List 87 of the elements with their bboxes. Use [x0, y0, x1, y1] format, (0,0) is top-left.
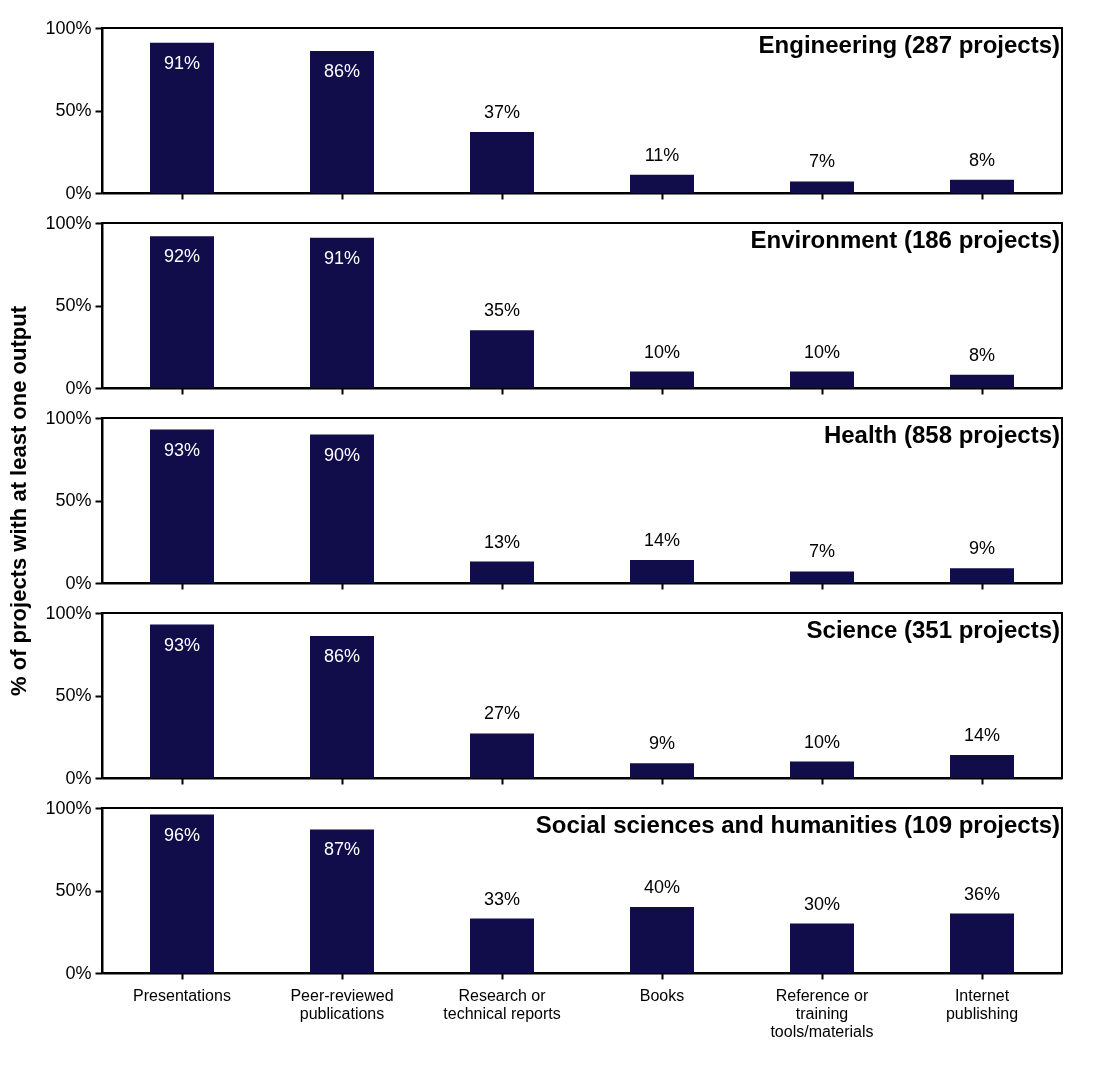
x-tick-label: Research or technical reports	[443, 986, 561, 1022]
y-tick-label: 50%	[55, 685, 92, 705]
bar	[790, 761, 854, 778]
y-tick-label: 50%	[55, 295, 92, 315]
data-label: 92%	[163, 246, 201, 267]
data-label: 10%	[803, 731, 841, 752]
data-label: 14%	[643, 529, 681, 550]
y-axis-title: % of projects with at least one output	[6, 305, 32, 696]
bar	[630, 174, 694, 193]
y-tick-label: 0%	[65, 767, 92, 788]
data-label: 96%	[163, 824, 201, 845]
data-label: 10%	[803, 341, 841, 362]
data-label: 86%	[323, 61, 361, 82]
data-label: 8%	[968, 149, 996, 170]
y-tick-label: 100%	[45, 17, 92, 38]
data-label: 35%	[483, 300, 521, 321]
y-tick-label: 0%	[65, 572, 92, 593]
y-tick-label: 100%	[45, 797, 92, 818]
data-label: 86%	[323, 646, 361, 667]
bar	[630, 907, 694, 973]
chart-title: Social sciences and humanities (109 projects)	[535, 811, 1060, 838]
bar	[790, 571, 854, 583]
bar	[950, 179, 1014, 193]
bar	[630, 371, 694, 388]
x-tick-label: Books	[639, 986, 685, 1004]
chart-title: Science (351 projects)	[806, 616, 1060, 643]
data-label: 90%	[323, 444, 361, 465]
bar	[470, 131, 534, 193]
y-tick-label: 100%	[45, 602, 92, 623]
bar	[310, 51, 374, 193]
data-label: 13%	[483, 531, 521, 552]
data-label: 9%	[968, 538, 996, 559]
data-label: 91%	[323, 247, 361, 268]
bar	[950, 913, 1014, 973]
chart-title: Engineering (287 projects)	[758, 31, 1060, 58]
data-label: 93%	[163, 439, 201, 460]
bar	[950, 754, 1014, 778]
y-tick-label: 50%	[55, 100, 92, 120]
bar	[790, 923, 854, 973]
chart-title: Environment (186 projects)	[750, 226, 1060, 253]
data-label: 91%	[163, 52, 201, 73]
bar	[470, 561, 534, 583]
bar	[790, 181, 854, 193]
data-label: 9%	[648, 733, 676, 754]
x-tick-label: Reference or training tools/materials	[770, 986, 874, 1040]
x-tick-label: Internet publishing	[945, 986, 1019, 1022]
data-label: 7%	[808, 541, 836, 562]
bar	[310, 434, 374, 583]
y-tick-label: 0%	[65, 962, 92, 983]
bar	[310, 829, 374, 973]
bar	[150, 624, 214, 778]
bar	[150, 429, 214, 583]
bar	[150, 236, 214, 388]
y-tick-label: 0%	[65, 377, 92, 398]
y-tick-label: 50%	[55, 880, 92, 900]
bar	[310, 237, 374, 388]
bar	[470, 918, 534, 973]
bar	[950, 568, 1014, 583]
data-label: 87%	[323, 839, 361, 860]
y-tick-label: 50%	[55, 490, 92, 510]
data-label: 36%	[963, 883, 1001, 904]
data-label: 14%	[963, 724, 1001, 745]
data-label: 11%	[644, 144, 680, 165]
bar	[950, 374, 1014, 388]
bar	[630, 763, 694, 778]
x-tick-label: Peer-reviewed publications	[290, 986, 394, 1022]
data-label: 30%	[803, 893, 841, 914]
bar	[790, 371, 854, 388]
data-label: 33%	[483, 888, 521, 909]
bar	[310, 636, 374, 778]
x-tick-label: Presentations	[133, 986, 231, 1004]
data-label: 37%	[483, 101, 521, 122]
bar	[630, 559, 694, 583]
chart-title: Health (858 projects)	[823, 421, 1060, 448]
bar	[150, 42, 214, 193]
data-label: 27%	[483, 703, 521, 724]
data-label: 93%	[163, 634, 201, 655]
data-label: 8%	[968, 344, 996, 365]
y-tick-label: 100%	[45, 212, 92, 233]
y-tick-label: 100%	[45, 407, 92, 428]
bar	[150, 814, 214, 973]
y-tick-label: 0%	[65, 182, 92, 203]
data-label: 10%	[643, 341, 681, 362]
data-label: 40%	[643, 877, 681, 897]
bar	[470, 733, 534, 778]
bar	[470, 330, 534, 388]
data-label: 7%	[808, 151, 836, 172]
